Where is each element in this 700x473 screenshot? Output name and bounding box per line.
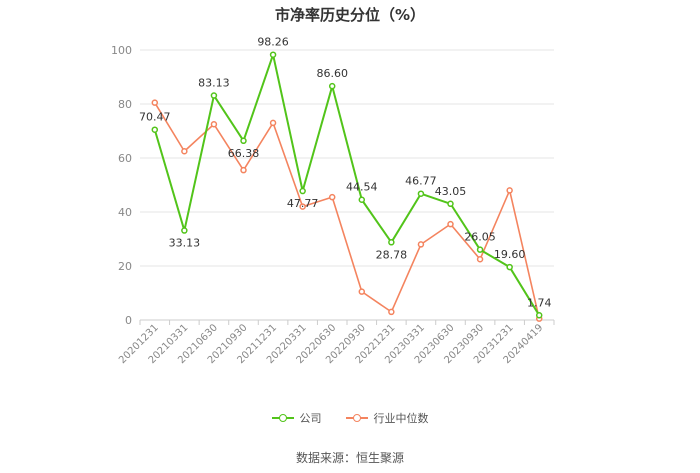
data-label: 1.74: [527, 296, 552, 309]
data-point-industry-median: [358, 288, 366, 295]
data-point-company: [506, 263, 513, 271]
legend-item-industry-median[interactable]: 行业中位数: [345, 410, 429, 426]
data-point-industry-median: [299, 203, 306, 210]
data-label: 43.05: [435, 185, 467, 198]
data-label: 26.05: [464, 231, 496, 244]
data-label: 66.38: [228, 147, 260, 160]
legend-item-company[interactable]: 公司: [271, 410, 322, 426]
data-point-company: [210, 92, 218, 99]
data-label: 33.13: [169, 237, 201, 250]
data-label: 86.60: [316, 67, 348, 80]
legend-marker-company: [271, 413, 294, 423]
data-label: 44.54: [346, 181, 378, 194]
data-label: 28.78: [376, 248, 408, 261]
y-tick-label: 20: [118, 260, 132, 273]
data-point-industry-median: [269, 119, 277, 127]
data-point-industry-median: [447, 220, 454, 228]
legend-label-industry-median: 行业中位数: [373, 412, 429, 425]
data-point-company: [240, 137, 247, 145]
data-point-company: [328, 82, 336, 90]
legend-marker-industry-median: [345, 413, 368, 423]
legend: 公司 行业中位数: [0, 410, 700, 426]
data-label: 70.47: [139, 111, 171, 124]
data-point-company: [417, 190, 425, 197]
data-point-industry-median: [476, 256, 484, 263]
data-label: 19.60: [494, 248, 526, 261]
data-source: 数据来源：恒生聚源: [295, 451, 404, 465]
data-point-company: [388, 239, 395, 246]
data-point-company: [447, 200, 454, 208]
data-point-company: [299, 187, 306, 195]
y-tick-label: 0: [125, 314, 132, 327]
data-point-industry-median: [181, 148, 188, 155]
data-label: 47.77: [287, 197, 319, 210]
data-label: 46.77: [405, 175, 437, 188]
data-point-industry-median: [151, 99, 159, 106]
data-point-company: [535, 312, 543, 319]
data-point-industry-median: [388, 308, 395, 316]
data-point-industry-median: [506, 187, 513, 194]
data-point-industry-median: [328, 193, 336, 201]
series-line-company: [153, 53, 541, 316]
y-tick-label: 40: [118, 206, 132, 219]
data-label: 83.13: [198, 77, 230, 90]
data-point-company: [181, 227, 188, 234]
data-point-company: [476, 246, 484, 253]
data-point-industry-median: [417, 241, 425, 248]
y-tick-label: 80: [118, 98, 132, 111]
line-chart: 0204060801002020123120210331202106302021…: [111, 36, 555, 366]
data-point-industry-median: [240, 166, 247, 174]
data-point-company: [151, 126, 159, 133]
legend-label-company: 公司: [299, 412, 322, 425]
chart-title: 市净率历史分位（%）: [274, 6, 426, 24]
y-tick-label: 60: [118, 152, 132, 165]
series-line-industry-median: [154, 102, 540, 319]
data-point-industry-median: [210, 121, 218, 128]
y-tick-label: 100: [111, 44, 132, 57]
data-point-company: [269, 51, 277, 58]
data-point-company: [358, 196, 366, 203]
data-label: 98.26: [257, 36, 289, 49]
